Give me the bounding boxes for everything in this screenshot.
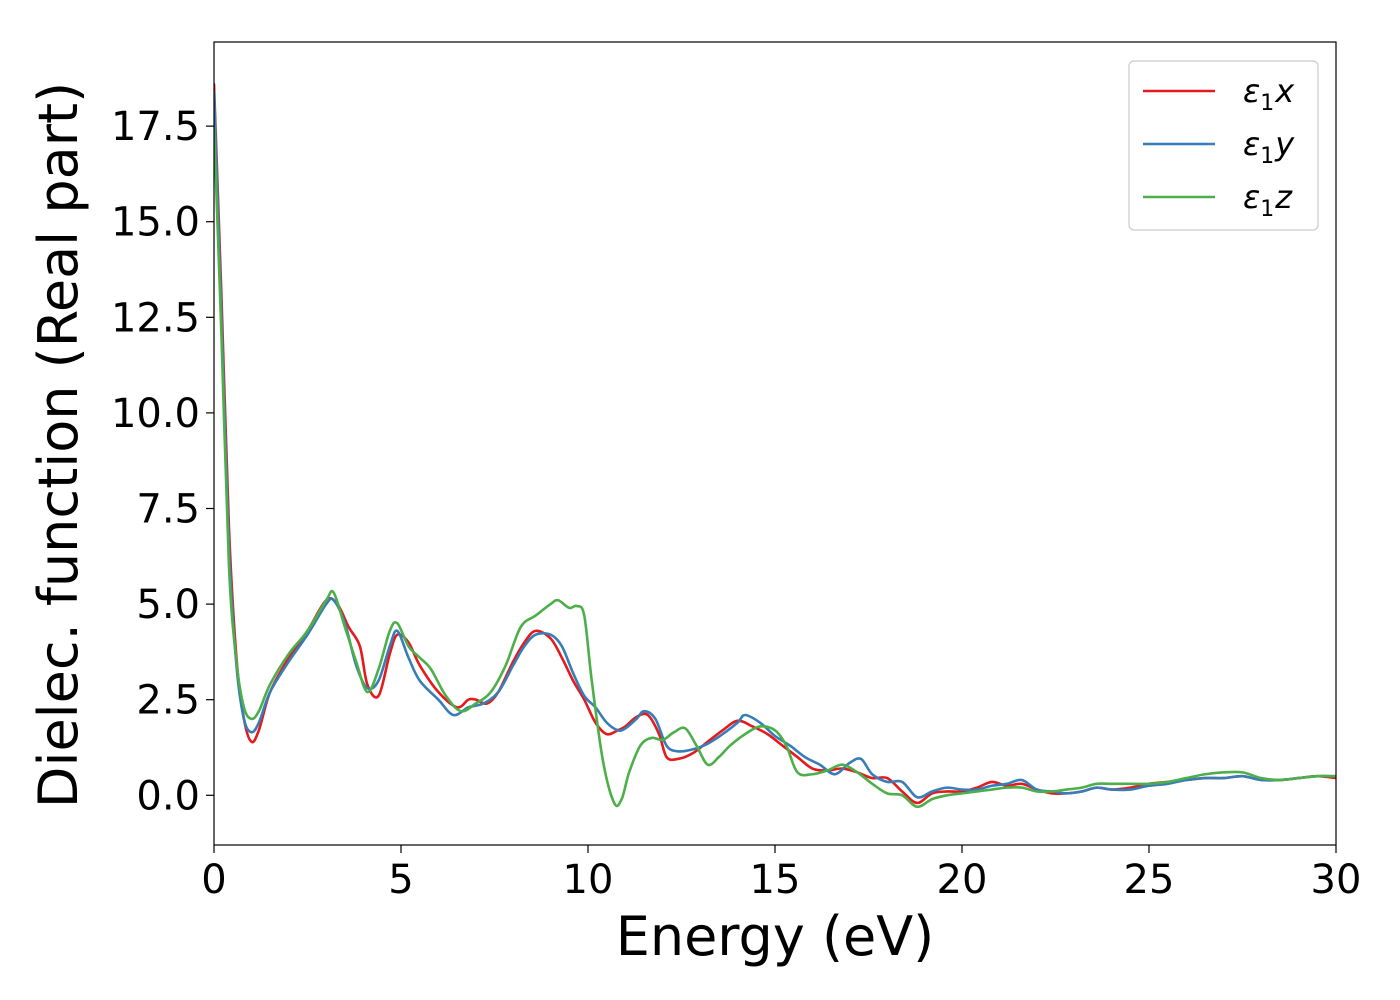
legend-label-x: ε1x — [1243, 72, 1295, 116]
legend: ε1x ε1y ε1z — [1128, 60, 1319, 231]
y-tick-label: 15.0 — [111, 200, 200, 246]
y-tick-label: 12.5 — [111, 295, 200, 341]
series-group — [214, 82, 1336, 809]
x-tick-label: 15 — [750, 857, 801, 903]
x-tick-label: 25 — [1124, 857, 1175, 903]
x-tick-label: 20 — [937, 857, 988, 903]
y-tick-label: 5.0 — [136, 582, 200, 628]
y-tick-label: 7.5 — [136, 487, 200, 533]
legend-label-z: ε1z — [1243, 178, 1293, 222]
y-tick-label: 17.5 — [111, 104, 200, 150]
legend-box — [1128, 60, 1319, 231]
series-line-z — [214, 124, 1336, 809]
x-tick-label: 0 — [201, 857, 226, 903]
y-axis-title: Dielec. function (Real part) — [27, 82, 90, 808]
legend-label-y: ε1y — [1243, 125, 1295, 169]
y-tick-label: 0.0 — [136, 773, 200, 819]
x-tick-label: 10 — [563, 857, 614, 903]
x-tick-label: 30 — [1311, 857, 1362, 903]
y-axis: 0.0 2.5 5.0 7.5 10.0 12.5 15.0 17.5 — [111, 104, 214, 819]
x-tick-label: 5 — [388, 857, 413, 903]
y-tick-label: 10.0 — [111, 391, 200, 437]
x-axis: 0 5 10 15 20 25 30 — [201, 845, 1361, 903]
x-axis-title: Energy (eV) — [616, 905, 935, 968]
y-tick-label: 2.5 — [136, 678, 200, 724]
